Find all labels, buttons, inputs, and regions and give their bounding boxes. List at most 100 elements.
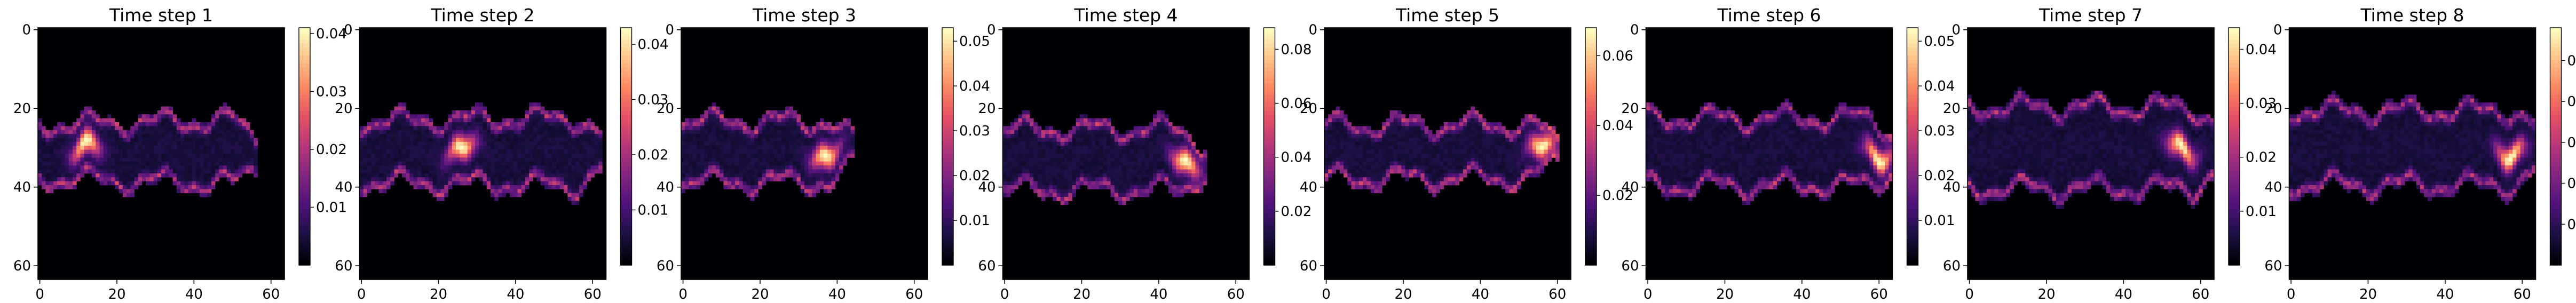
- heatmap-cell: [123, 146, 127, 150]
- heatmap-cell: [812, 170, 816, 174]
- heatmap-cell: [1087, 134, 1092, 138]
- heatmap-cell: [69, 165, 73, 170]
- heatmap-cell: [1359, 170, 1363, 174]
- colorbar-segment: [299, 166, 310, 171]
- heatmap-cell: [1324, 157, 1329, 162]
- heatmap-cell: [1494, 165, 1498, 170]
- heatmap-cell: [440, 130, 445, 134]
- heatmap-cell: [513, 177, 518, 181]
- heatmap-cell: [1049, 134, 1053, 138]
- heatmap-cell: [1366, 170, 1371, 174]
- colorbar-segment: [299, 39, 310, 44]
- heatmap-cell: [61, 170, 65, 174]
- heatmap-cell: [76, 146, 81, 150]
- heatmap-cell: [1168, 189, 1173, 193]
- heatmap-cell: [246, 154, 250, 158]
- heatmap-cell: [513, 165, 518, 170]
- colorbar-segment: [942, 139, 953, 143]
- heatmap-cell: [1394, 150, 1398, 154]
- heatmap-cell: [1122, 142, 1126, 146]
- heatmap-cell: [762, 150, 767, 154]
- heatmap-cell: [157, 138, 162, 142]
- heatmap-cell: [45, 150, 50, 154]
- heatmap-cell: [471, 170, 476, 174]
- heatmap-cell: [1145, 142, 1150, 146]
- heatmap-cell: [1382, 138, 1386, 142]
- heatmap-cell: [1479, 165, 1483, 170]
- heatmap-cell: [579, 138, 583, 142]
- heatmap-cell: [475, 157, 479, 162]
- heatmap-cell: [1199, 185, 1204, 189]
- heatmap-cell: [460, 134, 464, 138]
- heatmap-cell: [223, 170, 227, 174]
- heatmap-cell: [92, 146, 96, 150]
- heatmap-cell: [394, 122, 398, 126]
- heatmap-cell: [808, 157, 812, 162]
- heatmap-cell: [1084, 157, 1088, 162]
- heatmap-cell: [801, 185, 805, 189]
- heatmap-cell: [1336, 162, 1340, 166]
- heatmap-cell: [414, 142, 418, 146]
- heatmap-cell: [1324, 154, 1329, 158]
- colorbar-segment: [1264, 218, 1275, 222]
- heatmap-cell: [491, 185, 495, 189]
- heatmap-cell: [1137, 134, 1142, 138]
- heatmap-cell: [517, 185, 521, 189]
- heatmap-cell: [1363, 134, 1367, 138]
- heatmap-cell: [552, 114, 556, 118]
- heatmap-cell: [1092, 173, 1096, 178]
- heatmap-cell: [238, 126, 242, 130]
- heatmap-cell: [754, 181, 758, 186]
- heatmap-cell: [111, 157, 115, 162]
- heatmap-cell: [1467, 162, 1471, 166]
- heatmap-cell: [1548, 150, 1552, 154]
- heatmap-cell: [398, 122, 402, 126]
- heatmap-cell: [100, 134, 104, 138]
- heatmap-cell: [766, 134, 770, 138]
- heatmap-cell: [215, 114, 219, 118]
- heatmap-cell: [1053, 189, 1057, 193]
- heatmap-cell: [1479, 134, 1483, 138]
- heatmap-cell: [138, 177, 143, 181]
- heatmap-cell: [437, 154, 441, 158]
- heatmap-cell: [1095, 122, 1100, 126]
- heatmap-cell: [1076, 165, 1080, 170]
- heatmap-cell: [154, 157, 158, 162]
- heatmap-cell: [1444, 146, 1448, 150]
- heatmap-cell: [781, 130, 786, 134]
- heatmap-cell: [1145, 138, 1150, 142]
- heatmap-cell: [525, 134, 530, 138]
- heatmap-cell: [808, 146, 812, 150]
- heatmap-cell: [1022, 134, 1026, 138]
- heatmap-cell: [468, 181, 472, 186]
- heatmap-cell: [398, 118, 402, 123]
- heatmap-cell: [398, 107, 402, 111]
- heatmap-cell: [1099, 150, 1103, 154]
- colorbar-segment: [299, 198, 310, 202]
- heatmap-cell: [525, 177, 530, 181]
- heatmap-cell: [1521, 142, 1525, 146]
- heatmap-cell: [1397, 122, 1402, 126]
- heatmap-cell: [386, 181, 391, 186]
- heatmap-cell: [452, 177, 456, 181]
- heatmap-cell: [196, 170, 200, 174]
- heatmap-cell: [61, 134, 65, 138]
- heatmap-cell: [1076, 177, 1080, 181]
- heatmap-cell: [1160, 146, 1165, 150]
- heatmap-cell: [728, 130, 732, 134]
- heatmap-cell: [1033, 173, 1038, 178]
- heatmap-cell: [398, 126, 402, 130]
- heatmap-cell: [1363, 157, 1367, 162]
- heatmap-cell: [1115, 157, 1119, 162]
- heatmap-cell: [685, 146, 689, 150]
- heatmap-cell: [180, 134, 185, 138]
- heatmap-cell: [1436, 157, 1440, 162]
- heatmap-cell: [219, 173, 223, 178]
- colorbar-tick-label: 0.01: [316, 200, 347, 216]
- heatmap-cell: [231, 165, 235, 170]
- heatmap-cell: [1111, 181, 1115, 186]
- heatmap-cell: [1118, 197, 1123, 201]
- heatmap-cell: [1420, 142, 1425, 146]
- heatmap-cell: [123, 189, 127, 193]
- heatmap-cell: [1003, 138, 1007, 142]
